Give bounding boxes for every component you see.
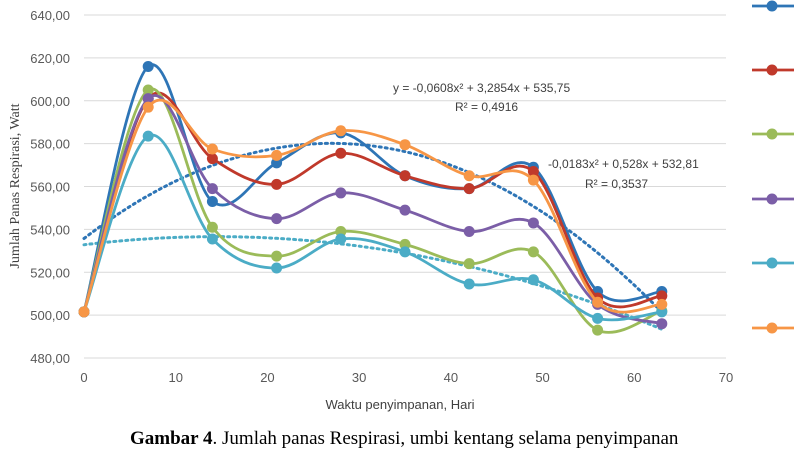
data-point <box>78 306 90 318</box>
data-point <box>206 183 218 195</box>
data-point <box>656 290 668 302</box>
y-axis-title: Jumlah Panas Respirasi, Watt <box>8 103 23 268</box>
x-tick-label: 50 <box>535 370 549 385</box>
data-point <box>271 250 283 262</box>
x-tick-label: 70 <box>719 370 733 385</box>
data-point <box>656 318 668 330</box>
data-point <box>592 312 604 324</box>
data-point <box>335 233 347 245</box>
data-point <box>271 178 283 190</box>
x-tick-label: 10 <box>168 370 182 385</box>
data-point <box>527 165 539 177</box>
chart: 480,00 500,00 520,00 540,00 560,00 580,00 600,… <box>0 0 794 428</box>
y-tick-label: 540,00 <box>30 222 70 237</box>
y-tick-label: 520,00 <box>30 265 70 280</box>
data-point <box>527 174 539 186</box>
data-point <box>206 233 218 245</box>
y-tick-label: 500,00 <box>30 308 70 323</box>
legend-marker <box>766 64 778 76</box>
trend-r2-1: R² = 0,4916 <box>455 100 518 114</box>
y-tick-label: 580,00 <box>30 137 70 152</box>
data-point <box>271 213 283 225</box>
series-6 <box>78 98 668 318</box>
data-point <box>463 258 475 270</box>
x-axis-title: Waktu penyimpanan, Hari <box>325 397 474 412</box>
legend-marker <box>766 128 778 140</box>
x-tick-label: 30 <box>352 370 366 385</box>
legend-marker <box>766 257 778 269</box>
figure-caption: Gambar 4. Jumlah panas Respirasi, umbi k… <box>130 428 678 450</box>
data-point <box>142 101 154 113</box>
x-tick-label: 60 <box>627 370 641 385</box>
y-tick-label: 600,00 <box>30 94 70 109</box>
caption-label: Gambar 4 <box>130 428 213 449</box>
data-point <box>271 262 283 274</box>
data-point <box>335 125 347 137</box>
data-point <box>142 60 154 72</box>
y-tick-label: 560,00 <box>30 180 70 195</box>
data-point <box>527 217 539 229</box>
data-point <box>335 147 347 159</box>
data-point <box>527 246 539 258</box>
data-point <box>592 296 604 308</box>
data-point <box>142 130 154 142</box>
x-tick-labels: 0 10 20 30 40 50 60 70 <box>80 370 733 385</box>
x-tick-label: 0 <box>80 370 87 385</box>
x-tick-label: 40 <box>444 370 458 385</box>
y-tick-label: 620,00 <box>30 51 70 66</box>
data-point <box>335 187 347 199</box>
y-tick-label: 640,00 <box>30 8 70 23</box>
trend-equation-1: y = -0,0608x² + 3,2854x + 535,75 <box>393 81 570 95</box>
legend-marker <box>766 0 778 12</box>
data-point <box>592 324 604 336</box>
trend-equation-2: -0,0183x² + 0,528x + 532,81 <box>548 157 699 171</box>
legend <box>752 0 794 334</box>
data-point <box>206 221 218 233</box>
x-tick-label: 20 <box>260 370 274 385</box>
data-point <box>527 274 539 286</box>
y-tick-labels: 480,00 500,00 520,00 540,00 560,00 580,00 600,… <box>30 8 70 366</box>
plot-background <box>0 0 794 428</box>
data-point <box>463 278 475 290</box>
data-point <box>206 196 218 208</box>
data-point <box>142 84 154 96</box>
data-point <box>463 183 475 195</box>
data-point <box>463 170 475 182</box>
legend-marker <box>766 322 778 334</box>
data-point <box>399 139 411 151</box>
caption-text: . Jumlah panas Respirasi, umbi kentang s… <box>212 428 679 449</box>
data-point <box>399 246 411 258</box>
data-point <box>656 298 668 310</box>
series-group <box>78 60 668 336</box>
data-point <box>142 93 154 105</box>
data-point <box>399 170 411 182</box>
data-point <box>271 149 283 161</box>
data-point <box>463 226 475 238</box>
data-point <box>399 204 411 216</box>
y-tick-label: 480,00 <box>30 351 70 366</box>
data-point <box>206 143 218 155</box>
data-point <box>206 153 218 165</box>
legend-marker <box>766 193 778 205</box>
trend-r2-2: R² = 0,3537 <box>585 177 648 191</box>
